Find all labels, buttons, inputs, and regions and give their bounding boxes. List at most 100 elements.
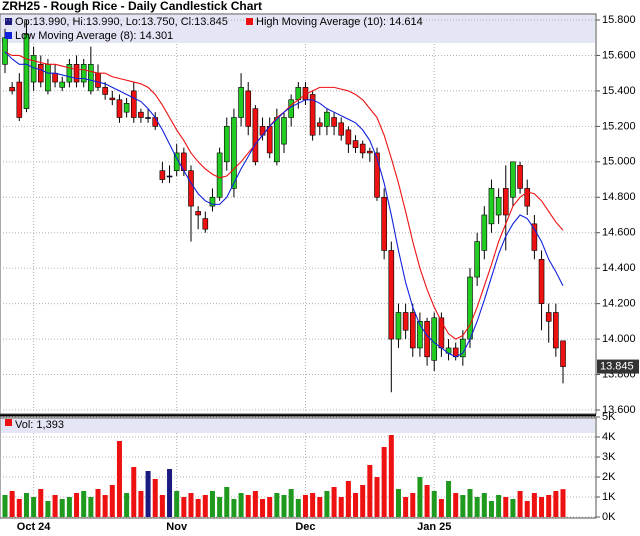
volume-bar — [231, 499, 237, 517]
y-tick-label: 15.600 — [602, 49, 636, 61]
volume-bar — [331, 487, 337, 517]
chart-title: ZRH25 - Rough Rice - Daily Candlestick C… — [2, 0, 262, 13]
y-tick-label: 14.400 — [602, 262, 636, 274]
candle-body — [495, 196, 502, 216]
volume-bar — [467, 489, 473, 517]
candle-body — [45, 64, 51, 92]
candle-body — [524, 188, 531, 207]
volume-bar — [267, 497, 273, 517]
volume-bar — [9, 491, 15, 517]
candle-body — [231, 117, 237, 189]
volume-legend: Vol: 1,393 — [15, 419, 64, 431]
volume-bar — [481, 493, 487, 517]
volume-bar — [88, 497, 94, 517]
volume-bar — [116, 441, 122, 517]
volume-bar — [324, 491, 330, 517]
candle-body — [367, 150, 373, 154]
candle-body — [188, 170, 194, 207]
volume-bar — [16, 499, 22, 517]
candle-body — [123, 103, 130, 113]
candle-body — [388, 250, 395, 340]
candle-body — [130, 90, 137, 118]
volume-bar — [217, 497, 223, 517]
candle-body — [59, 81, 66, 88]
candle-body — [209, 196, 216, 207]
volume-bar — [317, 497, 323, 517]
candle-body — [502, 188, 509, 216]
volume-bar — [159, 495, 165, 517]
candle-body — [359, 143, 366, 154]
volume-bar — [488, 501, 494, 517]
candle-body — [510, 161, 516, 198]
candle-body — [381, 196, 387, 251]
candle-body — [409, 312, 416, 349]
candle-body — [116, 99, 123, 118]
volume-bar — [360, 485, 366, 517]
candle-body — [223, 126, 230, 163]
volume-bar — [510, 499, 516, 517]
candle-body — [402, 312, 409, 331]
candle-body — [145, 117, 151, 119]
candle-body — [88, 64, 94, 92]
candle-body — [2, 37, 8, 65]
last-price-label: 13.845 — [600, 360, 634, 372]
candle-body — [431, 317, 438, 361]
x-tick-label: Jan 25 — [417, 521, 451, 533]
candle-body — [324, 111, 330, 127]
ma-line — [4, 51, 564, 358]
candle-body — [481, 214, 488, 251]
volume-bar — [209, 491, 215, 517]
legend-label: High Moving Average (10): 14.614 — [256, 16, 423, 28]
candle-body — [159, 170, 166, 180]
volume-bar — [260, 499, 266, 517]
volume-bar — [381, 447, 387, 517]
y-tick-label: 15.800 — [602, 14, 636, 26]
volume-bar — [517, 491, 523, 517]
candle-body — [474, 241, 480, 278]
y-tick-label: 14.200 — [602, 298, 636, 310]
y-tick-label: 3K — [602, 451, 616, 463]
candle-body — [560, 340, 566, 367]
candle-body — [52, 72, 58, 83]
volume-bar — [338, 497, 344, 517]
volume-bar — [302, 495, 308, 517]
ohlc-info: Op:13.990, Hi:13.990, Lo:13.750, Cl:13.8… — [15, 16, 228, 28]
x-tick-label: Oct 24 — [17, 521, 52, 533]
candle-body — [66, 64, 73, 83]
volume-bar — [66, 497, 72, 517]
candle-body — [152, 117, 159, 127]
volume-bar — [167, 469, 173, 517]
volume-bar — [431, 491, 437, 517]
volume-legend-bg — [1, 419, 595, 433]
volume-bar — [460, 495, 466, 517]
candle-body — [352, 140, 359, 148]
candle-body — [424, 321, 430, 358]
candle-body — [80, 64, 87, 83]
volume-bar — [417, 477, 423, 517]
volume-bar — [188, 493, 194, 517]
volume-bar — [245, 495, 251, 517]
legend-swatch — [5, 32, 12, 39]
candle-body — [517, 165, 523, 189]
volume-bar — [367, 465, 373, 517]
candle-body — [102, 87, 108, 95]
volume-bar — [52, 495, 58, 517]
y-tick-label: 15.200 — [602, 120, 636, 132]
volume-bar — [102, 495, 108, 517]
candle-body — [467, 276, 473, 340]
volume-bar — [438, 499, 444, 517]
candle-body — [338, 122, 345, 136]
volume-bar — [274, 493, 280, 517]
volume-bar — [23, 493, 29, 517]
volume-bar — [2, 495, 8, 517]
volume-bar — [31, 497, 37, 517]
candle-body — [553, 312, 559, 349]
volume-bar — [524, 501, 530, 517]
candle-body — [316, 122, 323, 127]
volume-bar — [531, 493, 537, 517]
y-tick-label: 0K — [602, 511, 616, 523]
candle-body — [216, 152, 223, 198]
volume-bar — [152, 479, 158, 517]
volume-bar — [288, 489, 294, 517]
